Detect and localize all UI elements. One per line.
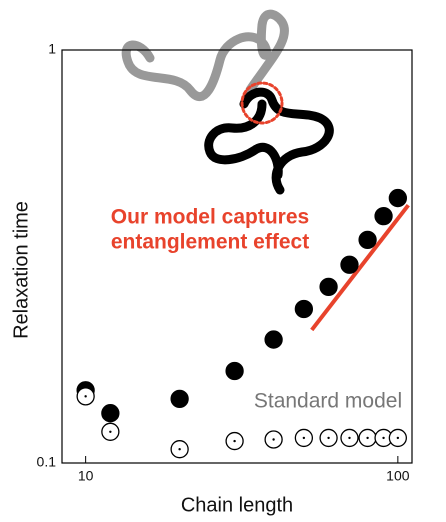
- point: [374, 207, 393, 226]
- point-center: [109, 430, 112, 433]
- point-center: [327, 436, 330, 440]
- point-center: [272, 438, 275, 441]
- point-center: [396, 436, 400, 440]
- point-center: [302, 436, 306, 440]
- y-tick-label: 0.1: [37, 454, 57, 470]
- point: [170, 389, 189, 408]
- point-center: [178, 447, 181, 451]
- point-center: [84, 395, 87, 398]
- point-center: [382, 436, 385, 440]
- x-tick-label: 100: [386, 468, 410, 484]
- point-center: [366, 436, 369, 440]
- point: [319, 277, 338, 297]
- point: [388, 188, 407, 208]
- point: [294, 299, 314, 319]
- annotation: Our model captures: [111, 206, 309, 229]
- reference-line: [310, 203, 410, 332]
- x-tick-label: 10: [78, 468, 94, 484]
- plot-frame: [61, 49, 413, 464]
- point: [264, 330, 283, 349]
- point: [101, 404, 120, 423]
- point-center: [348, 436, 351, 440]
- y-axis-label: Relaxation time: [10, 201, 32, 339]
- point: [225, 361, 244, 381]
- annotation: Standard model: [254, 390, 402, 413]
- point: [358, 230, 377, 249]
- point-center: [233, 439, 236, 443]
- point: [340, 255, 359, 274]
- x-axis-label: Chain length: [181, 494, 293, 516]
- y-tick-label: 1: [48, 41, 56, 57]
- annotation: entanglement effect: [111, 231, 309, 254]
- polymer-illustration: [121, 9, 334, 195]
